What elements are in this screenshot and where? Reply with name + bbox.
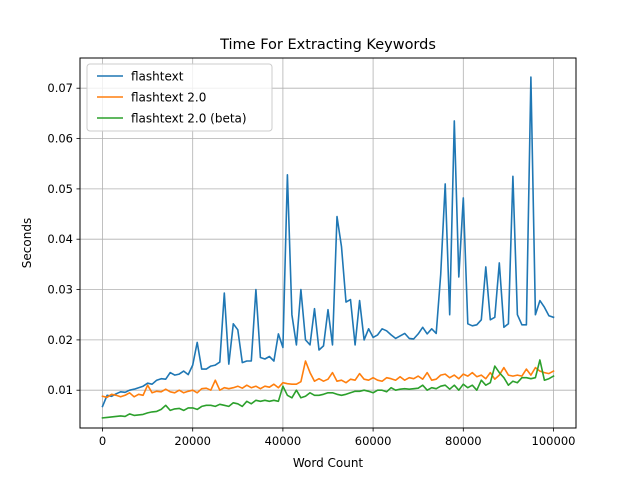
x-tick-label: 60000 — [355, 434, 392, 448]
legend: flashtext flashtext 2.0 flashtext 2.0 (bet… — [86, 63, 273, 132]
legend-label: flashtext 2.0 — [131, 91, 206, 105]
legend-box — [86, 63, 273, 132]
ticks: 0 20000 40000 60000 80000 100000 0.01 0.02 0.03 0… — [47, 81, 575, 448]
plot-frame — [79, 57, 577, 429]
y-tick-label: 0.07 — [47, 81, 73, 95]
y-tick-label: 0.04 — [47, 232, 73, 246]
y-tick-label: 0.03 — [47, 283, 73, 297]
legend-label: flashtext 2.0 (beta) — [131, 112, 247, 126]
x-tick-label: 20000 — [174, 434, 211, 448]
x-tick-label: 100000 — [532, 434, 576, 448]
series-layer — [101, 76, 555, 419]
series-line-2 — [101, 360, 555, 399]
y-tick-label: 0.06 — [47, 132, 73, 146]
chart-title: Time For Extracting Keywords — [219, 37, 436, 53]
y-axis-label: Seconds — [20, 218, 34, 268]
series-line-1 — [101, 76, 555, 408]
y-tick-label: 0.01 — [47, 383, 73, 397]
x-tick-label: 0 — [99, 434, 106, 448]
x-axis-label: Word Count — [293, 456, 364, 470]
y-tick-label: 0.05 — [47, 182, 73, 196]
y-tick-label: 0.02 — [47, 333, 73, 347]
legend-label: flashtext — [131, 70, 184, 84]
x-tick-label: 80000 — [445, 434, 482, 448]
series-line-3 — [101, 359, 555, 419]
grid — [80, 58, 576, 428]
x-tick-label: 40000 — [265, 434, 302, 448]
